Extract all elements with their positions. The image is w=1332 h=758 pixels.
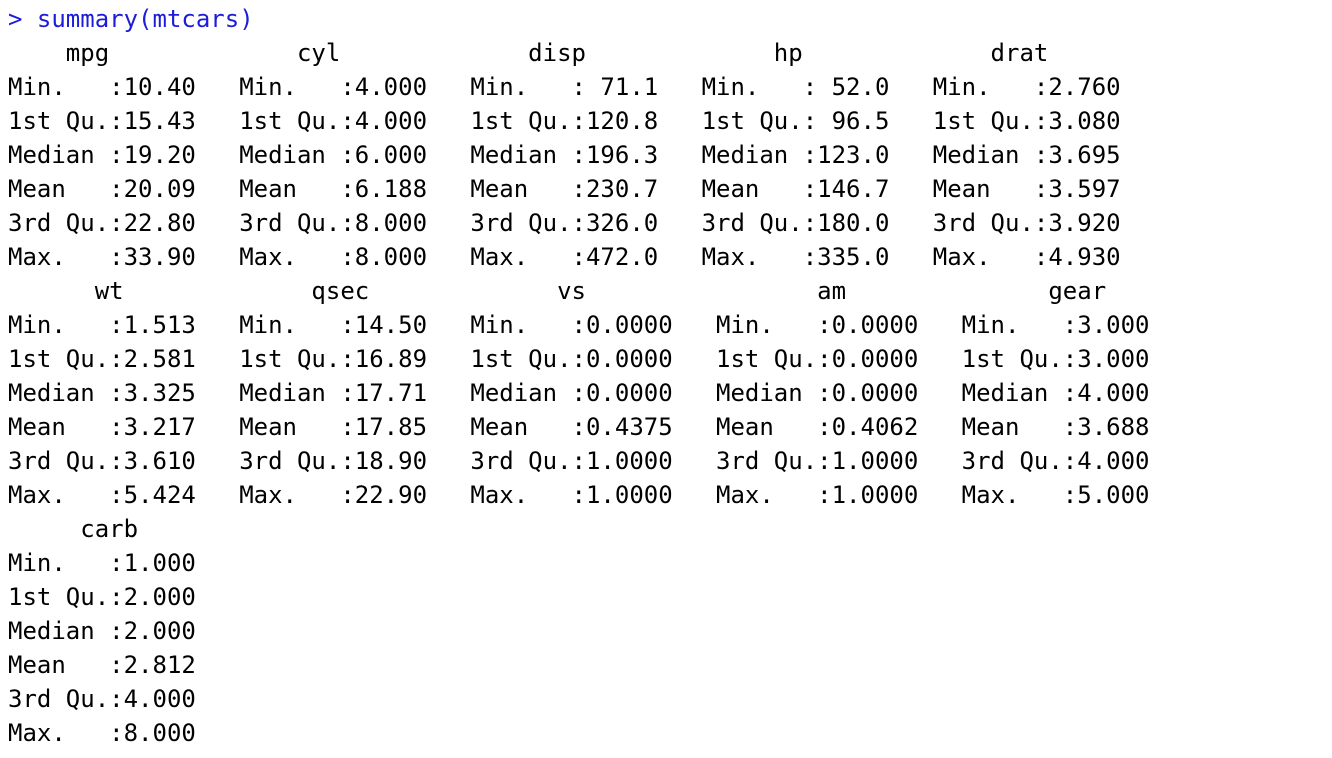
output-line: Median :3.325 Median :17.71 Median :0.00… (8, 379, 1179, 407)
output-line-header-2: wt qsec vs am gear (8, 277, 1193, 305)
command-text: summary(mtcars) (36, 5, 254, 33)
command-line: > summary(mtcars) (8, 2, 1324, 36)
output-line: Median :19.20 Median :6.000 Median :196.… (8, 141, 1150, 169)
output-line: 3rd Qu.:4.000 (8, 685, 225, 713)
output-line: Max. :33.90 Max. :8.000 Max. :472.0 Max.… (8, 243, 1150, 271)
output-line: Min. :1.513 Min. :14.50 Min. :0.0000 Min… (8, 311, 1179, 339)
output-line: Mean :3.217 Mean :17.85 Mean :0.4375 Mea… (8, 413, 1179, 441)
output-line: Max. :5.424 Max. :22.90 Max. :1.0000 Max… (8, 481, 1179, 509)
output-line-header-1: mpg cyl disp hp drat (8, 39, 1136, 67)
output-line: 3rd Qu.:3.610 3rd Qu.:18.90 3rd Qu.:1.00… (8, 447, 1179, 475)
output-line: 1st Qu.:2.000 (8, 583, 225, 611)
output-line: 1st Qu.:2.581 1st Qu.:16.89 1st Qu.:0.00… (8, 345, 1179, 373)
output-line: 1st Qu.:15.43 1st Qu.:4.000 1st Qu.:120.… (8, 107, 1150, 135)
output-line: Min. :1.000 (8, 549, 225, 577)
r-console[interactable]: > summary(mtcars) mpg cyl disp hp drat M… (8, 2, 1324, 754)
prompt-symbol: > (8, 5, 23, 33)
summary-output: mpg cyl disp hp drat Min. :10.40 Min. :4… (8, 36, 1324, 750)
output-line: Mean :2.812 (8, 651, 225, 679)
output-line: Median :2.000 (8, 617, 225, 645)
output-line: Min. :10.40 Min. :4.000 Min. : 71.1 Min.… (8, 73, 1150, 101)
output-line: 3rd Qu.:22.80 3rd Qu.:8.000 3rd Qu.:326.… (8, 209, 1150, 237)
output-line-header-3: carb (8, 515, 225, 543)
output-line: Mean :20.09 Mean :6.188 Mean :230.7 Mean… (8, 175, 1150, 203)
output-line: Max. :8.000 (8, 719, 225, 747)
